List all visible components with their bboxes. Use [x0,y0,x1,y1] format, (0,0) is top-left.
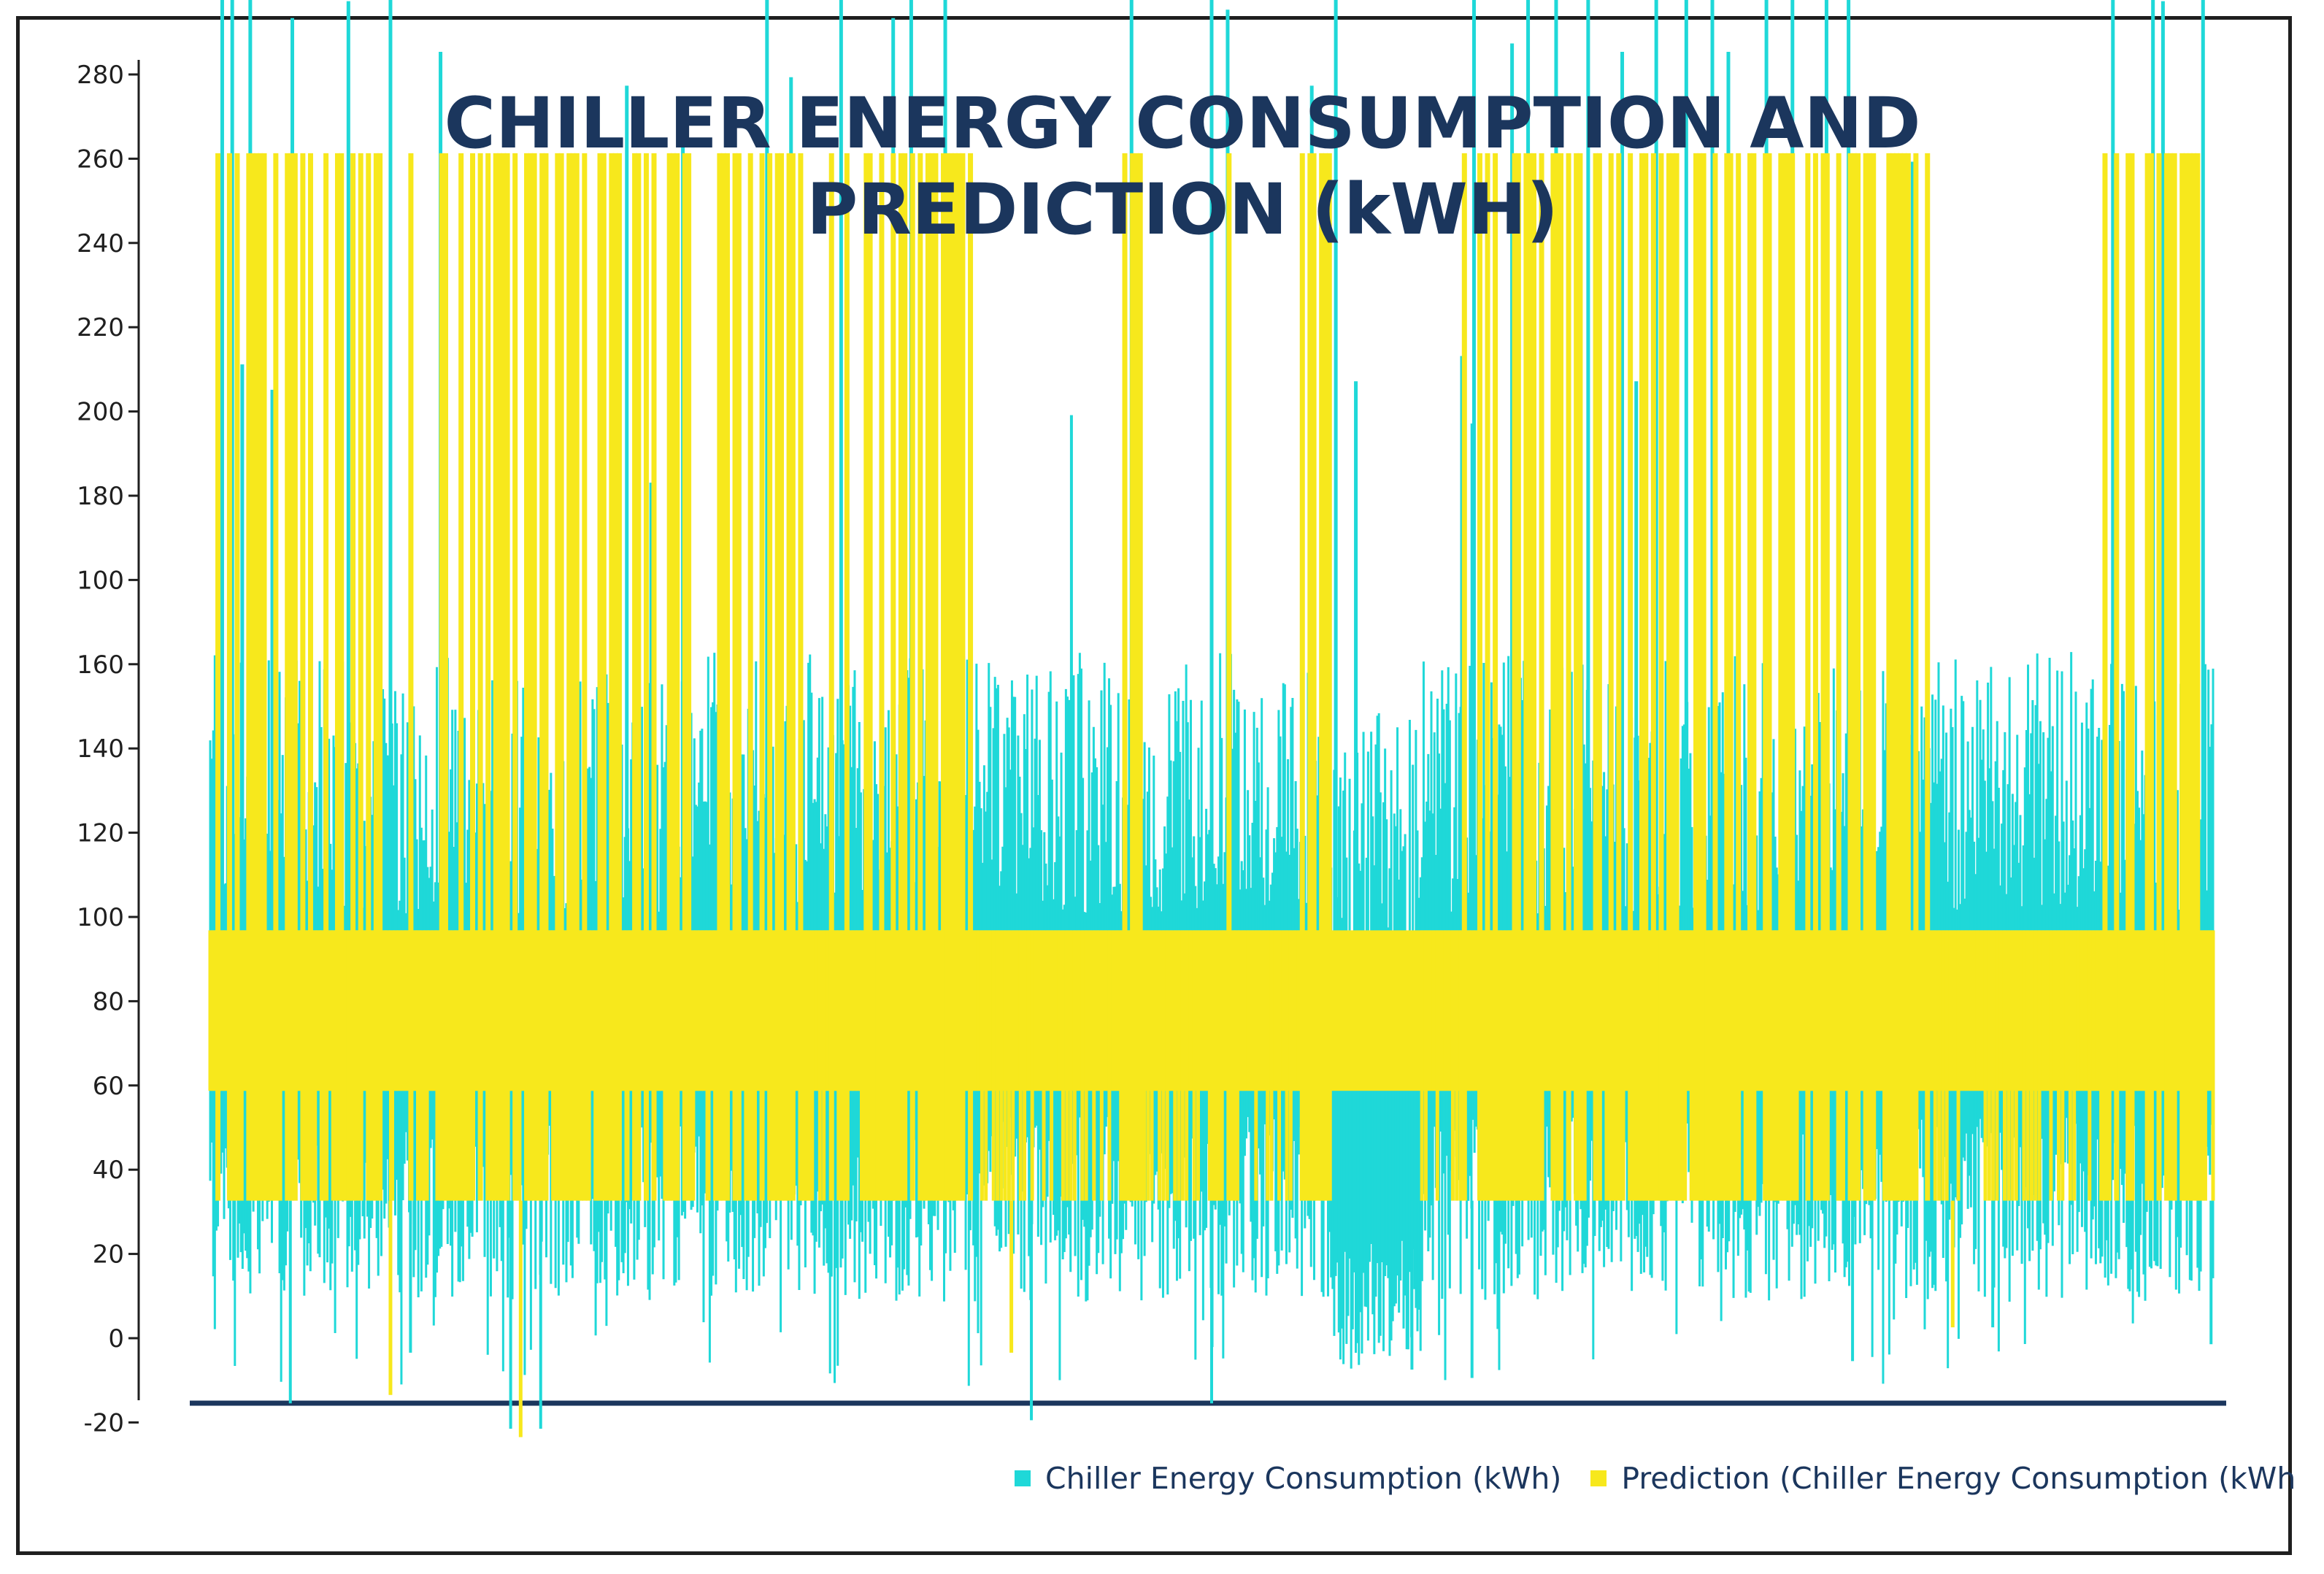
chart-title: CHILLER ENERGY CONSUMPTION AND PREDICTIO… [444,82,1921,250]
y-axis: 2802602402202001801001601401201008060402… [77,60,2226,1437]
y-tick-label: 220 [77,313,124,342]
y-tick-label: 80 [93,987,124,1016]
chart-frame [16,16,2292,1555]
y-tick-label: 140 [77,734,124,764]
y-tick-label: 100 [77,903,124,932]
legend-item-actual: Chiller Energy Consumption (kWh) [1015,1461,1561,1496]
y-tick-label: 20 [93,1240,124,1270]
legend-item-prediction: Prediction (Chiller Energy Consumption (… [1590,1461,2296,1496]
legend-swatch-actual [1015,1470,1031,1486]
y-tick-label: -20 [83,1408,124,1437]
y-tick-label: 120 [77,819,124,848]
series-layer [208,0,2215,1437]
legend-swatch-prediction [1590,1470,1607,1486]
y-tick-label: 40 [93,1156,124,1185]
y-tick-label: 180 [77,482,124,511]
legend-label-actual: Chiller Energy Consumption (kWh) [1045,1461,1562,1496]
y-tick-label: 240 [77,229,124,258]
y-tick-label: 260 [77,145,124,174]
y-tick-label: 60 [93,1072,124,1101]
legend-label-prediction: Prediction (Chiller Energy Consumption (… [1621,1461,2296,1496]
y-tick-label: 160 [77,650,124,680]
y-tick-label: 200 [77,398,124,427]
legend: Chiller Energy Consumption (kWh) Predict… [1015,1456,2324,1500]
y-tick-label: 100 [77,566,124,595]
y-tick-label: 0 [108,1324,124,1354]
y-tick-label: 280 [77,61,124,90]
